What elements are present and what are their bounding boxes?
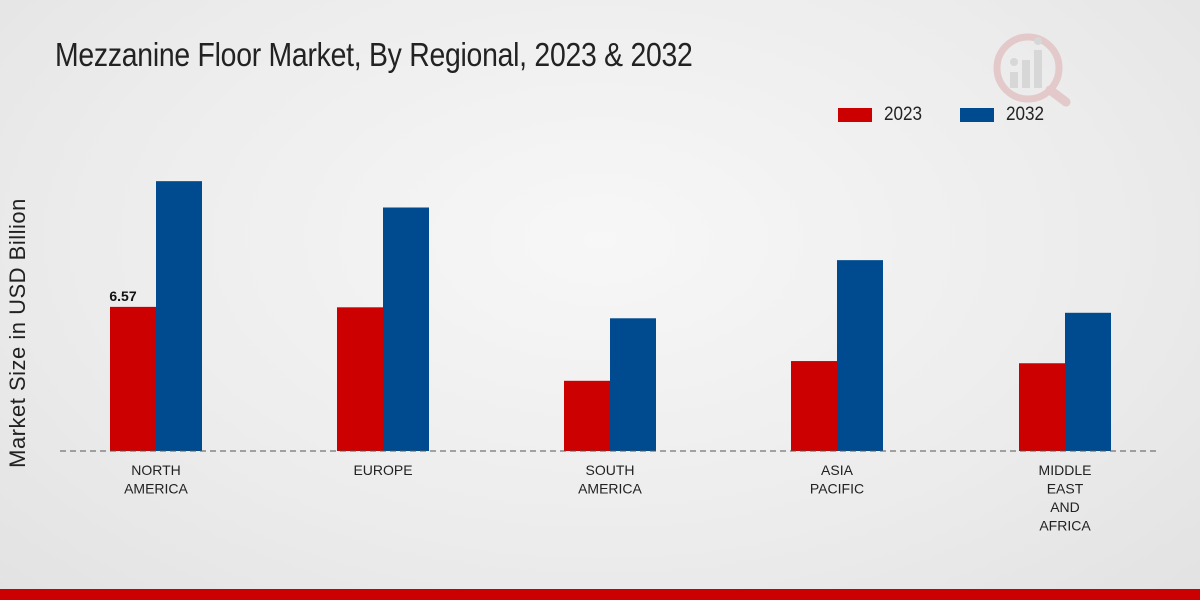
bar-2032-4 xyxy=(1065,312,1111,451)
x-tick-label-1: EUROPE xyxy=(353,462,412,478)
x-tick-label-3: ASIA PACIFIC xyxy=(810,462,864,497)
bar-2032-1 xyxy=(383,207,429,451)
x-tick-label-0: NORTH AMERICA xyxy=(124,462,188,497)
footer-bar xyxy=(0,589,1200,600)
bar-2032-3 xyxy=(837,260,883,451)
bar-2032-0 xyxy=(156,181,202,451)
x-tick-label-2: SOUTH AMERICA xyxy=(578,462,642,497)
legend-label-2023: 2023 xyxy=(884,104,923,125)
legend-swatch-2023 xyxy=(838,108,872,122)
data-label-0: 6.57 xyxy=(109,288,136,304)
bar-2032-2 xyxy=(610,318,656,451)
x-tick-label-4: MIDDLE EAST AND AFRICA xyxy=(1039,462,1092,534)
legend: 2023 2032 xyxy=(838,104,1083,126)
legend-swatch-2032 xyxy=(960,108,995,122)
bar-2023-1 xyxy=(337,307,383,451)
chart-title: Mezzanine Floor Market, By Regional, 202… xyxy=(55,36,693,73)
legend-item-2032: 2032 xyxy=(960,104,1048,126)
bar-2023-2 xyxy=(564,380,610,451)
bar-2023-3 xyxy=(791,361,837,451)
bar-2023-4 xyxy=(1019,363,1065,451)
legend-label-2032: 2032 xyxy=(1006,104,1045,125)
analytics-magnifier-icon xyxy=(993,33,1071,107)
legend-item-2023: 2023 xyxy=(838,104,926,126)
bar-2023-0 xyxy=(110,306,156,451)
